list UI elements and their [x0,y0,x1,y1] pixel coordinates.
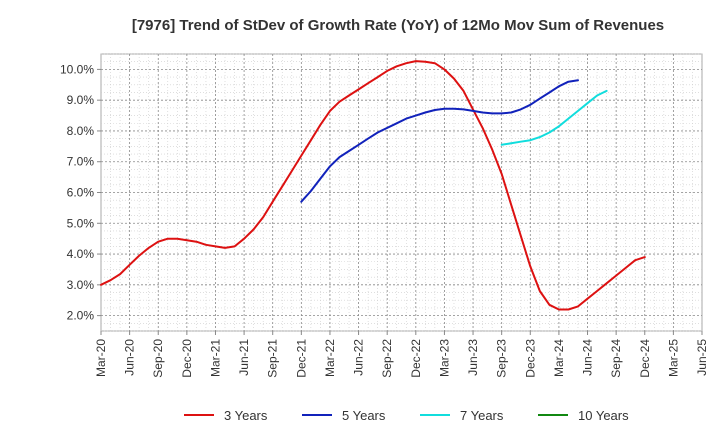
y-tick-label: 3.0% [67,278,95,292]
x-tick-label: Jun-24 [581,339,595,376]
x-tick-label: Mar-21 [208,339,222,377]
y-tick-label: 6.0% [67,186,95,200]
x-axis: Mar-20 Jun-20 Sep-20 Dec-20 Mar-21 Jun-21 Sep-… [94,331,709,378]
x-tick-label: Sep-21 [266,339,280,378]
x-tick-label: Mar-24 [552,339,566,377]
x-tick-label: Mar-22 [323,339,337,377]
y-tick-label: 8.0% [67,124,95,138]
y-tick-label: 5.0% [67,216,95,230]
series-lines [100,60,646,311]
chart-title: [7976] Trend of StDev of Growth Rate (Yo… [132,17,664,34]
legend-label: 10 Years [578,408,629,423]
x-tick-label: Mar-25 [666,339,680,377]
legend-item: 5 Years [302,408,386,423]
x-tick-label: Dec-23 [523,339,537,378]
x-tick-label: Sep-23 [495,339,509,378]
x-tick-label: Dec-20 [180,339,194,378]
legend-label: 3 Years [224,408,268,423]
y-tick-label: 9.0% [67,93,95,107]
series-line-5-years [300,79,579,203]
x-tick-label: Sep-22 [380,339,394,378]
grid [101,53,702,332]
x-tick-label: Mar-20 [94,339,108,377]
legend-item: 3 Years [184,408,268,423]
x-tick-label: Jun-20 [123,339,137,376]
x-tick-label: Jun-21 [237,339,251,376]
legend-label: 7 Years [460,408,504,423]
y-axis: 2.0% 3.0% 4.0% 5.0% 6.0% 7.0% 8.0% 9.0% 10.0% [60,62,101,323]
y-tick-label: 2.0% [67,309,95,323]
x-tick-label: Jun-23 [466,339,480,376]
x-tick-label: Dec-21 [294,339,308,378]
legend-item: 7 Years [420,408,504,423]
x-tick-label: Sep-20 [151,339,165,378]
y-tick-label: 7.0% [67,155,95,169]
series-line-7-years [500,89,608,146]
legend: 3 Years 5 Years 7 Years 10 Years [184,408,629,423]
legend-label: 5 Years [342,408,386,423]
x-tick-label: Dec-24 [638,339,652,378]
x-tick-label: Dec-22 [409,339,423,378]
x-tick-label: Sep-24 [609,339,623,378]
x-tick-label: Mar-23 [437,339,451,377]
x-tick-label: Jun-22 [352,339,366,376]
series-line-3-years [100,60,646,311]
legend-item: 10 Years [538,408,629,423]
y-tick-label: 10.0% [60,62,94,76]
x-tick-label: Jun-25 [695,339,709,376]
y-tick-label: 4.0% [67,247,95,261]
